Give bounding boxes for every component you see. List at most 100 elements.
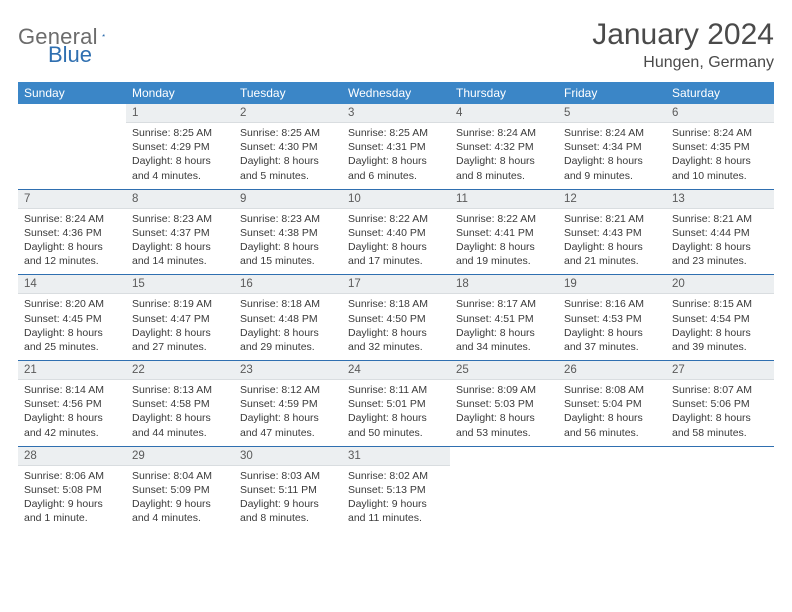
sunset-text: Sunset: 4:35 PM: [672, 140, 768, 154]
daylight-text: Daylight: 8 hours and 8 minutes.: [456, 154, 552, 182]
day-body: Sunrise: 8:24 AMSunset: 4:34 PMDaylight:…: [558, 123, 666, 189]
header: General January 2024 Hungen, Germany: [18, 18, 774, 72]
day-number: 30: [234, 447, 342, 466]
day-body: Sunrise: 8:11 AMSunset: 5:01 PMDaylight:…: [342, 380, 450, 446]
sunset-text: Sunset: 4:54 PM: [672, 312, 768, 326]
sunrise-text: Sunrise: 8:11 AM: [348, 383, 444, 397]
day-number: 12: [558, 190, 666, 209]
daylight-text: Daylight: 8 hours and 23 minutes.: [672, 240, 768, 268]
daylight-text: Daylight: 8 hours and 34 minutes.: [456, 326, 552, 354]
weekday-header: Thursday: [450, 82, 558, 104]
day-body: Sunrise: 8:25 AMSunset: 4:29 PMDaylight:…: [126, 123, 234, 189]
day-number: 14: [18, 275, 126, 294]
daylight-text: Daylight: 8 hours and 42 minutes.: [24, 411, 120, 439]
day-body: Sunrise: 8:17 AMSunset: 4:51 PMDaylight:…: [450, 294, 558, 360]
sunrise-text: Sunrise: 8:19 AM: [132, 297, 228, 311]
day-number: 6: [666, 104, 774, 123]
day-body: Sunrise: 8:14 AMSunset: 4:56 PMDaylight:…: [18, 380, 126, 446]
day-number: 20: [666, 275, 774, 294]
calendar-cell: 8Sunrise: 8:23 AMSunset: 4:37 PMDaylight…: [126, 189, 234, 275]
sunrise-text: Sunrise: 8:21 AM: [564, 212, 660, 226]
sunset-text: Sunset: 4:41 PM: [456, 226, 552, 240]
day-body: Sunrise: 8:22 AMSunset: 4:41 PMDaylight:…: [450, 209, 558, 275]
daylight-text: Daylight: 8 hours and 32 minutes.: [348, 326, 444, 354]
day-body: Sunrise: 8:24 AMSunset: 4:36 PMDaylight:…: [18, 209, 126, 275]
sunset-text: Sunset: 5:08 PM: [24, 483, 120, 497]
sunset-text: Sunset: 4:44 PM: [672, 226, 768, 240]
sunset-text: Sunset: 4:45 PM: [24, 312, 120, 326]
daylight-text: Daylight: 9 hours and 11 minutes.: [348, 497, 444, 525]
sunset-text: Sunset: 4:38 PM: [240, 226, 336, 240]
calendar-body: 1Sunrise: 8:25 AMSunset: 4:29 PMDaylight…: [18, 104, 774, 531]
daylight-text: Daylight: 9 hours and 1 minute.: [24, 497, 120, 525]
calendar-cell: 13Sunrise: 8:21 AMSunset: 4:44 PMDayligh…: [666, 189, 774, 275]
calendar-cell: 6Sunrise: 8:24 AMSunset: 4:35 PMDaylight…: [666, 104, 774, 189]
calendar-cell: 16Sunrise: 8:18 AMSunset: 4:48 PMDayligh…: [234, 275, 342, 361]
sunset-text: Sunset: 4:51 PM: [456, 312, 552, 326]
month-title: January 2024: [592, 18, 774, 52]
sunrise-text: Sunrise: 8:18 AM: [348, 297, 444, 311]
sunset-text: Sunset: 4:31 PM: [348, 140, 444, 154]
day-body: Sunrise: 8:02 AMSunset: 5:13 PMDaylight:…: [342, 466, 450, 532]
sunset-text: Sunset: 4:58 PM: [132, 397, 228, 411]
daylight-text: Daylight: 8 hours and 50 minutes.: [348, 411, 444, 439]
daylight-text: Daylight: 8 hours and 9 minutes.: [564, 154, 660, 182]
calendar-cell: 23Sunrise: 8:12 AMSunset: 4:59 PMDayligh…: [234, 361, 342, 447]
calendar-cell: [558, 446, 666, 531]
day-number: 13: [666, 190, 774, 209]
day-body: Sunrise: 8:25 AMSunset: 4:31 PMDaylight:…: [342, 123, 450, 189]
sunset-text: Sunset: 4:37 PM: [132, 226, 228, 240]
sunset-text: Sunset: 5:09 PM: [132, 483, 228, 497]
sunrise-text: Sunrise: 8:02 AM: [348, 469, 444, 483]
day-number: 18: [450, 275, 558, 294]
sunset-text: Sunset: 5:01 PM: [348, 397, 444, 411]
calendar-row: 14Sunrise: 8:20 AMSunset: 4:45 PMDayligh…: [18, 275, 774, 361]
daylight-text: Daylight: 8 hours and 44 minutes.: [132, 411, 228, 439]
day-number: 17: [342, 275, 450, 294]
calendar-row: 7Sunrise: 8:24 AMSunset: 4:36 PMDaylight…: [18, 189, 774, 275]
day-body: [18, 110, 126, 168]
calendar-cell: 25Sunrise: 8:09 AMSunset: 5:03 PMDayligh…: [450, 361, 558, 447]
sunrise-text: Sunrise: 8:20 AM: [24, 297, 120, 311]
sunrise-text: Sunrise: 8:07 AM: [672, 383, 768, 397]
sunset-text: Sunset: 4:34 PM: [564, 140, 660, 154]
daylight-text: Daylight: 8 hours and 12 minutes.: [24, 240, 120, 268]
calendar-cell: 27Sunrise: 8:07 AMSunset: 5:06 PMDayligh…: [666, 361, 774, 447]
daylight-text: Daylight: 8 hours and 25 minutes.: [24, 326, 120, 354]
calendar-cell: 29Sunrise: 8:04 AMSunset: 5:09 PMDayligh…: [126, 446, 234, 531]
sunrise-text: Sunrise: 8:15 AM: [672, 297, 768, 311]
calendar-cell: 10Sunrise: 8:22 AMSunset: 4:40 PMDayligh…: [342, 189, 450, 275]
daylight-text: Daylight: 8 hours and 56 minutes.: [564, 411, 660, 439]
sunset-text: Sunset: 5:11 PM: [240, 483, 336, 497]
weekday-header: Sunday: [18, 82, 126, 104]
calendar-cell: [450, 446, 558, 531]
day-number: 11: [450, 190, 558, 209]
calendar-cell: 31Sunrise: 8:02 AMSunset: 5:13 PMDayligh…: [342, 446, 450, 531]
day-body: [450, 453, 558, 511]
day-body: Sunrise: 8:19 AMSunset: 4:47 PMDaylight:…: [126, 294, 234, 360]
day-number: 28: [18, 447, 126, 466]
sunset-text: Sunset: 5:04 PM: [564, 397, 660, 411]
calendar-cell: 12Sunrise: 8:21 AMSunset: 4:43 PMDayligh…: [558, 189, 666, 275]
day-number: 1: [126, 104, 234, 123]
day-body: Sunrise: 8:23 AMSunset: 4:37 PMDaylight:…: [126, 209, 234, 275]
day-number: 15: [126, 275, 234, 294]
day-number: 4: [450, 104, 558, 123]
calendar-cell: 30Sunrise: 8:03 AMSunset: 5:11 PMDayligh…: [234, 446, 342, 531]
calendar-cell: 1Sunrise: 8:25 AMSunset: 4:29 PMDaylight…: [126, 104, 234, 189]
day-number: 2: [234, 104, 342, 123]
day-number: 8: [126, 190, 234, 209]
day-body: Sunrise: 8:18 AMSunset: 4:48 PMDaylight:…: [234, 294, 342, 360]
day-number: 29: [126, 447, 234, 466]
weekday-header: Wednesday: [342, 82, 450, 104]
calendar-cell: 26Sunrise: 8:08 AMSunset: 5:04 PMDayligh…: [558, 361, 666, 447]
sunrise-text: Sunrise: 8:23 AM: [132, 212, 228, 226]
sunrise-text: Sunrise: 8:24 AM: [564, 126, 660, 140]
sunset-text: Sunset: 4:29 PM: [132, 140, 228, 154]
weekday-header: Tuesday: [234, 82, 342, 104]
day-body: Sunrise: 8:04 AMSunset: 5:09 PMDaylight:…: [126, 466, 234, 532]
sunrise-text: Sunrise: 8:03 AM: [240, 469, 336, 483]
daylight-text: Daylight: 8 hours and 14 minutes.: [132, 240, 228, 268]
daylight-text: Daylight: 8 hours and 6 minutes.: [348, 154, 444, 182]
calendar-cell: 28Sunrise: 8:06 AMSunset: 5:08 PMDayligh…: [18, 446, 126, 531]
